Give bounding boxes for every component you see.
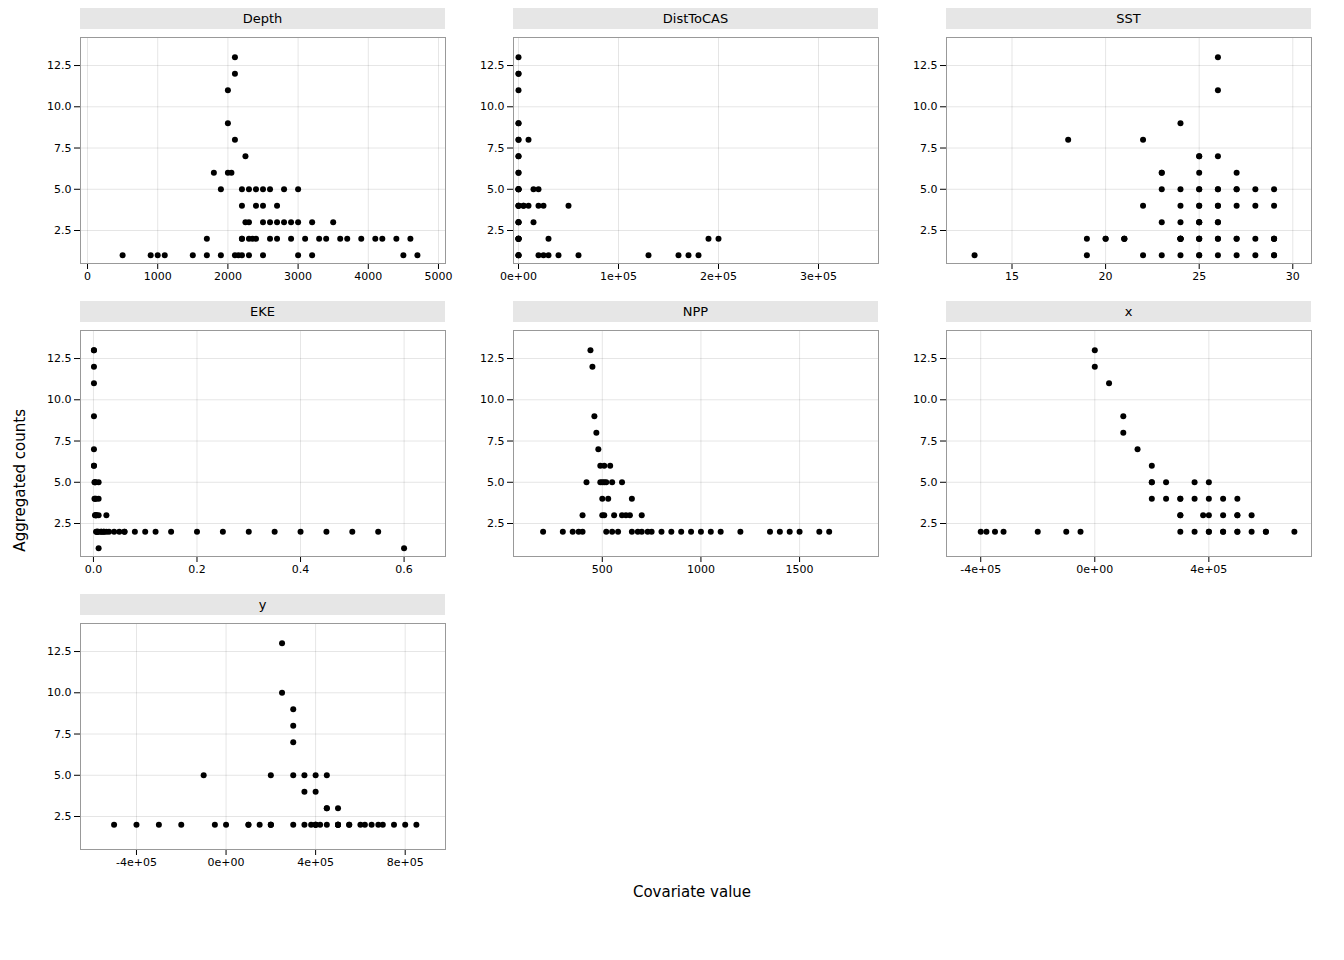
svg-text:2.5: 2.5	[54, 810, 72, 823]
svg-text:10.0: 10.0	[480, 100, 505, 113]
svg-text:15: 15	[1005, 270, 1019, 283]
svg-text:10.0: 10.0	[913, 100, 938, 113]
svg-text:12.5: 12.5	[913, 352, 938, 365]
html-text:Aggregated counts: Aggregated counts	[11, 408, 29, 552]
svg-text:5.0: 5.0	[54, 183, 72, 196]
svg-text:10.0: 10.0	[480, 393, 505, 406]
svg-text:7.5: 7.5	[920, 142, 938, 155]
svg-text:0: 0	[84, 270, 91, 283]
svg-text:2.5: 2.5	[487, 517, 505, 530]
html-text:DistToCAS: DistToCAS	[662, 11, 729, 26]
svg-text:10.0: 10.0	[913, 393, 938, 406]
svg-text:7.5: 7.5	[920, 435, 938, 448]
html-text:NPP: NPP	[682, 304, 709, 319]
svg-text:30: 30	[1286, 270, 1300, 283]
svg-text:5.0: 5.0	[487, 476, 505, 489]
svg-text:5.0: 5.0	[487, 183, 505, 196]
svg-text:5.0: 5.0	[54, 476, 72, 489]
svg-text:5.0: 5.0	[920, 476, 938, 489]
html-text:Covariate value: Covariate value	[632, 883, 751, 901]
svg-text:1000: 1000	[687, 563, 715, 576]
svg-text:5000: 5000	[424, 270, 452, 283]
svg-text:2.5: 2.5	[54, 517, 72, 530]
svg-text:0.4: 0.4	[292, 563, 310, 576]
svg-text:20: 20	[1099, 270, 1113, 283]
html-text:Depth: Depth	[242, 11, 283, 26]
svg-text:2.5: 2.5	[487, 224, 505, 237]
svg-text:12.5: 12.5	[913, 59, 938, 72]
svg-text:8e+05: 8e+05	[387, 856, 424, 869]
svg-text:4e+05: 4e+05	[297, 856, 334, 869]
svg-text:500: 500	[592, 563, 613, 576]
svg-text:7.5: 7.5	[487, 435, 505, 448]
svg-text:-4e+05: -4e+05	[116, 856, 157, 869]
svg-text:12.5: 12.5	[47, 59, 72, 72]
svg-text:12.5: 12.5	[480, 352, 505, 365]
html-text:EKE: EKE	[250, 304, 275, 319]
svg-text:0e+00: 0e+00	[500, 270, 537, 283]
svg-text:4000: 4000	[354, 270, 382, 283]
svg-text:1000: 1000	[144, 270, 172, 283]
svg-text:3000: 3000	[284, 270, 312, 283]
svg-text:5.0: 5.0	[54, 769, 72, 782]
svg-text:2.5: 2.5	[920, 224, 938, 237]
html-text:y: y	[258, 597, 267, 612]
svg-text:2.5: 2.5	[54, 224, 72, 237]
html-text:SST: SST	[1116, 11, 1141, 26]
html-text:x: x	[1124, 304, 1133, 319]
svg-text:12.5: 12.5	[47, 352, 72, 365]
svg-text:25: 25	[1192, 270, 1206, 283]
svg-text:0e+00: 0e+00	[1076, 563, 1113, 576]
svg-text:0.6: 0.6	[395, 563, 413, 576]
svg-text:1e+05: 1e+05	[600, 270, 637, 283]
svg-text:7.5: 7.5	[54, 435, 72, 448]
svg-text:12.5: 12.5	[47, 645, 72, 658]
svg-text:7.5: 7.5	[487, 142, 505, 155]
svg-text:4e+05: 4e+05	[1190, 563, 1227, 576]
svg-text:-4e+05: -4e+05	[960, 563, 1001, 576]
svg-text:2000: 2000	[214, 270, 242, 283]
svg-text:7.5: 7.5	[54, 142, 72, 155]
svg-text:5.0: 5.0	[920, 183, 938, 196]
svg-text:0.2: 0.2	[188, 563, 206, 576]
svg-text:10.0: 10.0	[47, 686, 72, 699]
svg-text:3e+05: 3e+05	[800, 270, 837, 283]
svg-text:0.0: 0.0	[85, 563, 103, 576]
svg-text:1500: 1500	[786, 563, 814, 576]
svg-text:2e+05: 2e+05	[700, 270, 737, 283]
svg-text:7.5: 7.5	[54, 728, 72, 741]
svg-text:10.0: 10.0	[47, 100, 72, 113]
svg-text:2.5: 2.5	[920, 517, 938, 530]
svg-text:0e+00: 0e+00	[208, 856, 245, 869]
svg-text:12.5: 12.5	[480, 59, 505, 72]
svg-text:10.0: 10.0	[47, 393, 72, 406]
